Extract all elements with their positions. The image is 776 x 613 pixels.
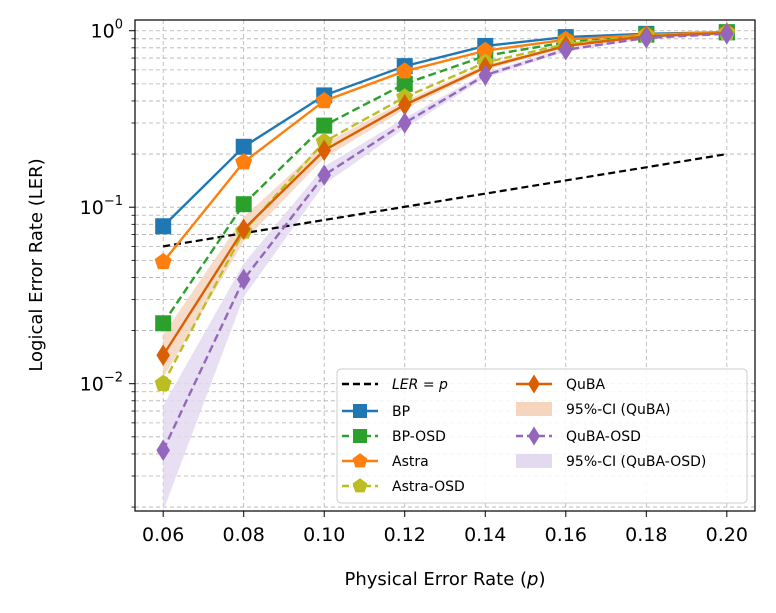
- data-point: [156, 344, 170, 367]
- data-point: [315, 91, 333, 109]
- x-tick-label: 0.08: [223, 524, 265, 546]
- legend-bp-marker: [353, 404, 367, 418]
- x-tick-label: 0.06: [142, 524, 184, 546]
- legend-reference-label: LER = p: [392, 377, 448, 393]
- data-point: [558, 38, 573, 61]
- y-tick-label: 10−1: [80, 194, 123, 219]
- legend-ci-quba-swatch: [516, 402, 552, 416]
- series-line: [162, 32, 727, 451]
- legend-astra-osd-label: Astra-OSD: [392, 479, 465, 495]
- legend-bp-osd-label: BP-OSD: [392, 429, 446, 445]
- legend-ci-quba-osd-label: 95%-CI (QuBA-OSD): [566, 454, 706, 470]
- series-lines: [154, 22, 736, 461]
- x-tick-label: 0.10: [303, 524, 345, 546]
- x-axis-title: Physical Error Rate (p): [344, 569, 545, 590]
- data-point: [236, 218, 251, 241]
- data-point: [396, 75, 413, 92]
- data-point: [316, 117, 333, 134]
- legend-astra-marker: [352, 453, 368, 468]
- legend-astra-label: Astra: [392, 454, 429, 470]
- data-point: [156, 439, 170, 461]
- x-tick-label: 0.16: [545, 524, 587, 546]
- data-point: [317, 164, 332, 186]
- legend-ci-quba-label: 95%-CI (QuBA): [566, 402, 671, 418]
- series-line: [162, 31, 727, 356]
- data-point: [154, 252, 172, 270]
- x-tick-label: 0.12: [384, 524, 426, 546]
- y-tick-label: 10−2: [80, 371, 123, 396]
- data-point: [476, 41, 494, 58]
- legend-quba-marker: [528, 374, 540, 394]
- data-point: [235, 138, 252, 155]
- legend-astra-osd-marker: [352, 478, 368, 493]
- legend-quba-label: QuBA: [566, 377, 605, 393]
- data-point: [155, 218, 172, 235]
- series-line: [162, 31, 727, 263]
- legend-bp-osd-marker: [353, 429, 367, 443]
- data-point: [639, 27, 654, 49]
- data-point: [478, 64, 493, 86]
- data-point: [396, 62, 414, 79]
- data-point: [235, 153, 253, 170]
- x-tick-label: 0.18: [625, 524, 667, 546]
- data-point: [317, 139, 332, 162]
- legend-bp-label: BP: [392, 404, 410, 420]
- data-point: [155, 315, 172, 332]
- ci-band: [163, 32, 727, 378]
- axes-frame: [134, 19, 756, 512]
- legend-quba-osd-label: QuBA-OSD: [566, 429, 641, 445]
- data-point: [397, 112, 412, 134]
- data-point: [720, 23, 734, 45]
- legend-ci-quba-osd-swatch: [516, 454, 552, 468]
- x-tick-label: 0.14: [464, 524, 506, 546]
- confidence-bands: [163, 32, 727, 512]
- data-point: [235, 196, 252, 213]
- reference-line: [163, 152, 727, 248]
- y-axis-title: Logical Error Rate (LER): [26, 158, 47, 371]
- legend: LER = p BP BP-OSD Astra Astra-OSD QuBA 95%-CI …: [336, 368, 748, 504]
- data-point: [154, 374, 172, 391]
- ticks: 0.06 0.08 0.10 0.12 0.14 0.16 0.18 0.20 100 10−1 1…: [80, 18, 748, 546]
- y-tick-label: 100: [91, 18, 123, 43]
- data-point: [397, 94, 412, 116]
- data-point: [236, 268, 251, 291]
- legend-quba-osd-marker: [528, 426, 540, 446]
- x-tick-label: 0.20: [706, 524, 748, 546]
